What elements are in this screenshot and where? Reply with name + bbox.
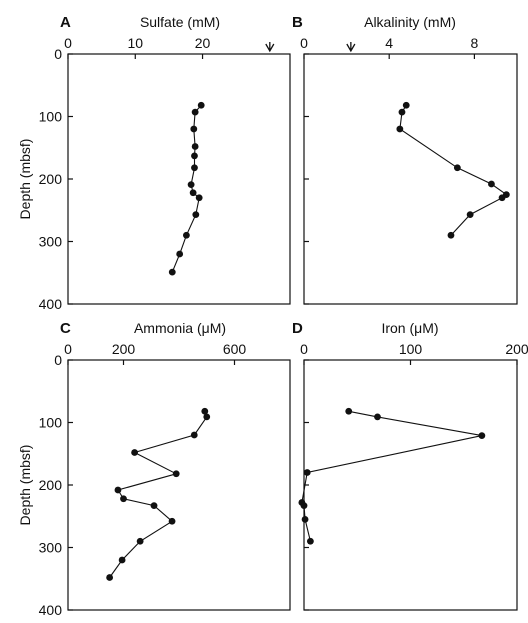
panel-b-point-1 bbox=[398, 108, 406, 116]
panel-d-profile-line bbox=[301, 410, 483, 542]
panel-d-xtick-label-100: 100 bbox=[399, 341, 423, 357]
panel-b-xtick-label-4: 4 bbox=[385, 35, 393, 51]
panel-d-point-2 bbox=[478, 432, 486, 440]
panel-c-point-8 bbox=[168, 517, 176, 525]
panel-c-point-1 bbox=[203, 413, 211, 421]
panel-a-axis-title: Sulfate (mM) bbox=[140, 14, 220, 30]
panel-c-ytick-label-100: 100 bbox=[39, 415, 63, 431]
panel-d-point-1 bbox=[374, 413, 381, 421]
panel-a-point-2 bbox=[190, 125, 198, 133]
panel-a-point-11 bbox=[176, 250, 184, 258]
panel-c-ytick-label-400: 400 bbox=[39, 602, 63, 618]
panel-b-letter: B bbox=[292, 14, 303, 31]
panel-a-point-7 bbox=[189, 189, 197, 197]
panel-a-series bbox=[168, 101, 205, 276]
panel-a-point-5 bbox=[191, 164, 198, 172]
panel-d: D Iron (μM) 0 100 200 bbox=[292, 320, 528, 611]
panel-b-arrow-marker bbox=[346, 42, 356, 53]
panel-c-axis-title: Ammonia (μM) bbox=[134, 320, 226, 336]
panel-a-point-0 bbox=[197, 101, 205, 109]
panel-c-series bbox=[106, 407, 211, 581]
panel-a-ylabel: Depth (mbsf) bbox=[17, 139, 33, 220]
panel-d-point-6 bbox=[301, 515, 309, 523]
panel-a-ytick-label-300: 300 bbox=[39, 234, 63, 250]
panel-c-frame bbox=[67, 359, 291, 611]
panel-d-point-7 bbox=[306, 537, 314, 545]
panel-c-point-4 bbox=[172, 470, 180, 478]
panel-c-point-3 bbox=[131, 449, 139, 456]
panel-b-point-8 bbox=[447, 231, 455, 239]
panel-a-point-8 bbox=[195, 194, 203, 202]
panel-d-xtick-label-0: 0 bbox=[300, 341, 308, 357]
panel-d-ticks: 0 100 200 bbox=[300, 341, 528, 611]
panel-c-profile-line bbox=[109, 411, 208, 578]
panel-a-point-3 bbox=[191, 143, 199, 150]
panel-b-point-2 bbox=[396, 125, 404, 133]
panel-c-xtick-label-200: 200 bbox=[112, 341, 136, 357]
panel-c-xtick-label-600: 600 bbox=[223, 341, 247, 357]
panel-b-frame bbox=[303, 53, 518, 305]
panel-d-axis-title: Iron (μM) bbox=[381, 320, 438, 336]
panel-a-xtick-label-10: 10 bbox=[127, 35, 143, 51]
panel-a-letter: A bbox=[60, 14, 71, 31]
panel-a-ytick-label-0: 0 bbox=[54, 46, 62, 62]
panel-b-point-0 bbox=[402, 101, 410, 109]
panel-c-ylabel: Depth (mbsf) bbox=[17, 445, 33, 526]
panel-d-frame bbox=[303, 359, 518, 611]
panel-c-ytick-label-200: 200 bbox=[39, 477, 63, 493]
panel-a-arrow-marker bbox=[265, 42, 275, 53]
panel-c-point-9 bbox=[136, 537, 144, 545]
panel-b-point-7 bbox=[466, 211, 474, 219]
panel-b-ticks: 0 4 8 bbox=[300, 35, 479, 305]
panel-a-point-1 bbox=[191, 108, 199, 116]
panel-d-point-0 bbox=[345, 407, 353, 415]
panel-b-point-6 bbox=[498, 194, 506, 202]
panel-b-xtick-label-8: 8 bbox=[471, 35, 479, 51]
panel-c-point-10 bbox=[118, 556, 126, 564]
panel-a: A Sulfate (mM) Depth (mbsf) 0 10 200100200… bbox=[17, 14, 291, 312]
panel-a-xtick-label-0: 0 bbox=[64, 35, 72, 51]
panel-a-frame bbox=[67, 53, 291, 305]
panel-b-profile-line bbox=[399, 105, 508, 236]
panel-b-xtick-label-0: 0 bbox=[300, 35, 308, 51]
panel-a-ytick-label-400: 400 bbox=[39, 296, 63, 312]
panel-a-ytick-label-200: 200 bbox=[39, 171, 63, 187]
panel-a-point-4 bbox=[191, 152, 198, 160]
panel-c-point-2 bbox=[190, 431, 198, 439]
panel-a-point-10 bbox=[183, 231, 190, 239]
panel-c-ticks: 0 200 600 0 100 200 300 400 bbox=[39, 341, 247, 618]
panel-b: B Alkalinity (mM) 0 4 8 bbox=[292, 14, 518, 305]
panel-a-xtick-label-20: 20 bbox=[195, 35, 211, 51]
panel-d-series bbox=[298, 407, 486, 545]
panel-c-point-6 bbox=[120, 495, 127, 503]
panel-a-point-12 bbox=[168, 268, 176, 276]
panel-b-series bbox=[396, 101, 510, 239]
panel-a-point-9 bbox=[192, 211, 200, 219]
panel-d-xtick-label-200: 200 bbox=[505, 341, 528, 357]
panel-c-ytick-label-300: 300 bbox=[39, 540, 63, 556]
panel-c-point-11 bbox=[106, 574, 114, 581]
panel-c-letter: C bbox=[60, 320, 71, 337]
panel-b-point-3 bbox=[453, 164, 461, 172]
panel-a-point-6 bbox=[187, 181, 195, 189]
panel-b-axis-title: Alkalinity (mM) bbox=[364, 14, 456, 30]
panel-b-point-4 bbox=[488, 180, 495, 188]
panel-a-ytick-label-100: 100 bbox=[39, 109, 63, 125]
panel-c: C Ammonia (μM) Depth (mbsf) 0 200 600 0 100 2… bbox=[17, 320, 291, 618]
panel-c-point-5 bbox=[114, 486, 122, 494]
panel-d-letter: D bbox=[292, 320, 303, 337]
panel-c-point-7 bbox=[150, 502, 158, 510]
panel-c-point-0 bbox=[201, 407, 209, 415]
panel-c-ytick-label-0: 0 bbox=[54, 352, 62, 368]
panel-c-xtick-label-0: 0 bbox=[64, 341, 72, 357]
panel-d-point-3 bbox=[303, 469, 311, 476]
panel-d-point-5 bbox=[300, 502, 308, 510]
